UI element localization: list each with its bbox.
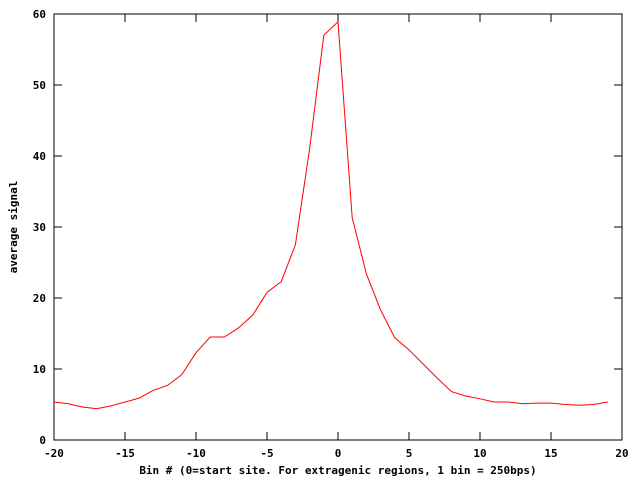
x-tick-label: -10 xyxy=(186,447,206,460)
y-tick-label: 0 xyxy=(39,434,46,447)
x-tick-label: -15 xyxy=(115,447,135,460)
x-tick-label: 15 xyxy=(544,447,557,460)
x-tick-label: -5 xyxy=(260,447,273,460)
data-line xyxy=(53,20,608,410)
y-tick-label: 50 xyxy=(33,79,46,92)
y-tick-label: 20 xyxy=(33,292,46,305)
y-tick-label: 60 xyxy=(33,8,46,21)
y-tick-label: 30 xyxy=(33,221,46,234)
x-axis-label: Bin # (0=start site. For extragenic regi… xyxy=(139,464,536,477)
x-tick-label: 20 xyxy=(615,447,628,460)
x-tick-label: 10 xyxy=(473,447,486,460)
x-tick-label: 0 xyxy=(335,447,342,460)
y-tick-label: 40 xyxy=(33,150,46,163)
y-axis-label: average signal xyxy=(7,181,20,274)
plot-frame xyxy=(53,13,623,441)
x-tick-label: -20 xyxy=(44,447,64,460)
x-tick-label: 5 xyxy=(406,447,413,460)
y-tick-label: 10 xyxy=(33,363,46,376)
